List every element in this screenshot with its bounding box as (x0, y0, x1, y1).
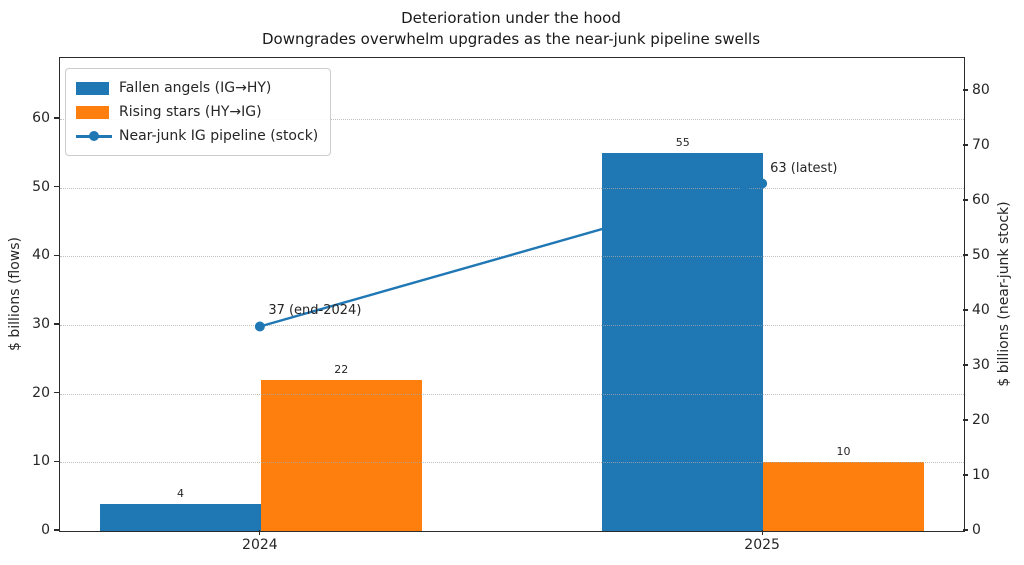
gridline (60, 187, 964, 189)
left-tick-label: 20 (32, 384, 50, 401)
left-tick-label: 40 (32, 247, 50, 264)
pipeline-line-swatch (76, 130, 112, 143)
left-tick-label: 50 (32, 178, 50, 195)
right-tick-label: 70 (972, 137, 990, 153)
left-tick-label: 10 (32, 453, 50, 470)
right-tick-label: 30 (972, 357, 990, 373)
bar-label: 10 (836, 445, 851, 459)
right-tick-label: 60 (972, 192, 990, 208)
right-tick-label: 80 (972, 82, 990, 98)
left-tick-mark (54, 254, 59, 256)
legend-item: Near-junk IG pipeline (stock) (76, 124, 318, 148)
right-axis-label: $ billions (near-junk stock) (996, 200, 1012, 387)
bar-rising-stars-2025 (763, 462, 924, 531)
right-tick-mark (963, 474, 968, 476)
annotation-end-2024: 37 (end-2024) (268, 302, 362, 318)
gridline (60, 325, 964, 327)
chart-subtitle: Downgrades overwhelm upgrades as the nea… (261, 30, 761, 48)
right-tick-mark (963, 364, 968, 366)
gridline (60, 119, 964, 121)
x-tick-mark (259, 530, 261, 535)
legend-item: Rising stars (HY→IG) (76, 100, 318, 124)
right-tick-label: 0 (972, 522, 981, 538)
right-tick-mark (963, 309, 968, 311)
left-tick-label: 60 (32, 110, 50, 127)
legend-label: Near-junk IG pipeline (stock) (119, 128, 319, 144)
right-tick-mark (963, 529, 968, 531)
x-tick-label: 2025 (744, 537, 780, 553)
left-tick-label: 30 (32, 316, 50, 333)
left-tick-mark (54, 392, 59, 394)
bar-rising-stars-2024 (260, 379, 422, 531)
bar-label: 22 (334, 362, 349, 376)
legend-label: Fallen angels (IG→HY) (119, 80, 272, 96)
x-tick-mark (761, 530, 763, 535)
gridline (60, 462, 964, 464)
annotation-latest: 63 (latest) (770, 160, 838, 176)
legend-item: Fallen angels (IG→HY) (76, 76, 318, 100)
left-tick-mark (54, 323, 59, 325)
fallen-angels-swatch (76, 81, 109, 95)
right-tick-label: 20 (972, 412, 990, 428)
gridline (60, 256, 964, 258)
left-tick-mark (54, 186, 59, 188)
bar-fallen-angels-2025 (602, 153, 764, 531)
rising-stars-swatch (76, 105, 109, 119)
bar-label: 4 (177, 486, 184, 500)
chart-title: Deterioration under the hood (401, 9, 621, 27)
right-tick-mark (963, 199, 968, 201)
legend-label: Rising stars (HY→IG) (119, 104, 262, 120)
bar-fallen-angels-2024 (100, 503, 261, 531)
legend: Fallen angels (IG→HY) Rising stars (HY→IG… (65, 68, 332, 156)
right-tick-mark (963, 144, 968, 146)
x-tick-label: 2024 (242, 537, 278, 553)
right-tick-label: 10 (972, 467, 990, 483)
left-tick-mark (54, 117, 59, 119)
left-tick-mark (54, 529, 59, 531)
right-tick-mark (963, 419, 968, 421)
left-tick-label: 0 (41, 522, 50, 538)
right-tick-label: 50 (972, 247, 990, 263)
gridline (60, 393, 964, 395)
right-tick-mark (963, 89, 968, 91)
right-tick-label: 40 (972, 302, 990, 318)
bar-label: 55 (675, 136, 690, 150)
legend-line-dot-icon (89, 131, 99, 141)
left-tick-mark (54, 460, 59, 462)
right-tick-mark (963, 254, 968, 256)
